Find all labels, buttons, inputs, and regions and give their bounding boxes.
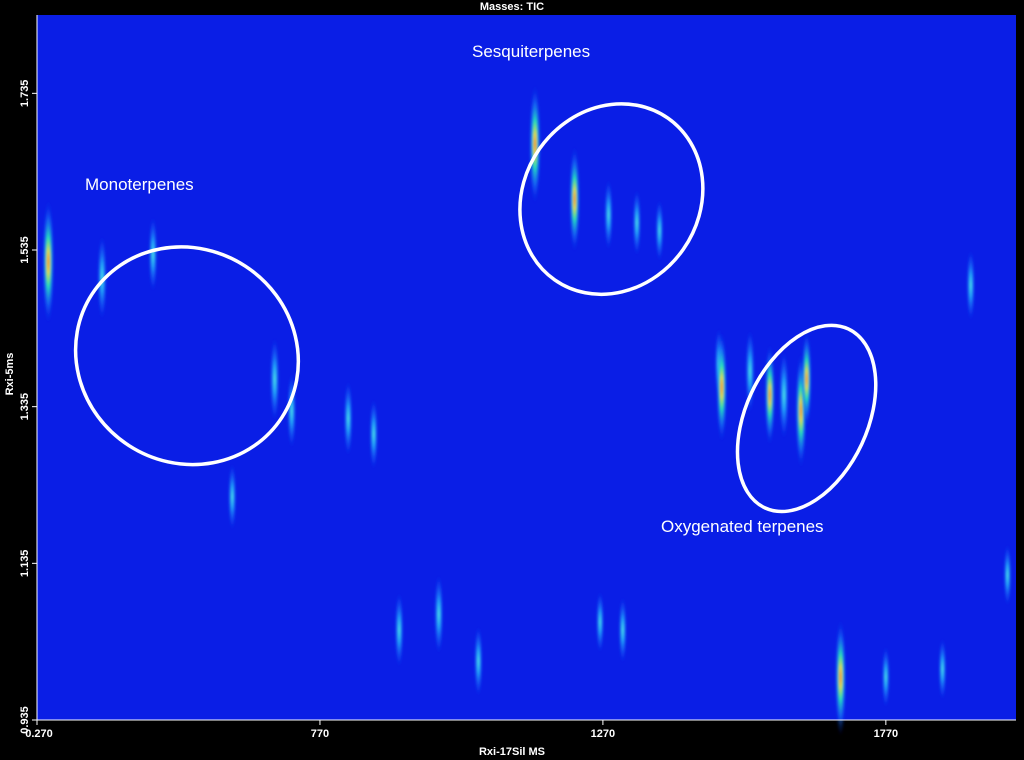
peak-19 xyxy=(716,330,728,444)
peak-11 xyxy=(632,188,641,257)
peak-18 xyxy=(801,329,812,429)
group-label-2: Oxygenated terpenes xyxy=(661,517,824,536)
peak-1 xyxy=(97,234,107,321)
peak-15 xyxy=(764,343,776,447)
peak-3 xyxy=(270,336,280,422)
peak-6 xyxy=(369,398,378,471)
group-outline-2 xyxy=(735,323,878,514)
y-axis-label: Rxi-5ms xyxy=(4,352,16,396)
y-tick-label-0: 0.935 xyxy=(19,706,31,734)
peak-22 xyxy=(394,591,404,669)
y-tick-label-1: 1.135 xyxy=(19,550,31,578)
x-tick-label-1: 770 xyxy=(311,728,329,740)
peak-layer xyxy=(42,83,1012,736)
peak-21 xyxy=(834,618,847,736)
peak-7 xyxy=(228,463,237,531)
peak-16 xyxy=(779,349,789,440)
peak-25 xyxy=(618,596,627,664)
peak-9 xyxy=(569,145,581,254)
x-tick-label-0: 0.270 xyxy=(25,728,53,740)
group-label-1: Sesquiterpenes xyxy=(472,42,590,61)
x-tick-label-2: 1270 xyxy=(591,728,615,740)
peak-8 xyxy=(529,83,541,205)
y-tick-label-3: 1.535 xyxy=(19,236,31,264)
peak-0 xyxy=(42,198,55,325)
peak-26 xyxy=(596,590,604,654)
peak-20 xyxy=(966,249,975,322)
peak-2 xyxy=(148,215,158,293)
y-tick-label-2: 1.335 xyxy=(19,393,31,421)
peak-29 xyxy=(1003,543,1012,607)
peak-23 xyxy=(434,573,444,655)
x-tick-label-3: 1770 xyxy=(874,728,898,740)
peak-27 xyxy=(881,645,890,709)
peak-24 xyxy=(474,625,483,698)
peak-12 xyxy=(655,198,664,262)
x-axis-label: Rxi-17Sil MS xyxy=(478,746,546,758)
plot-area xyxy=(37,15,1016,720)
group-label-0: Monoterpenes xyxy=(85,175,194,194)
peak-5 xyxy=(343,380,353,457)
group-layer xyxy=(73,102,878,514)
chart-title: Masses: TIC xyxy=(479,1,545,13)
group-outline-1 xyxy=(518,102,705,297)
peak-28 xyxy=(938,637,947,701)
group-outline-0 xyxy=(73,245,301,467)
y-tick-label-4: 1.735 xyxy=(19,80,31,108)
peak-10 xyxy=(604,178,613,251)
